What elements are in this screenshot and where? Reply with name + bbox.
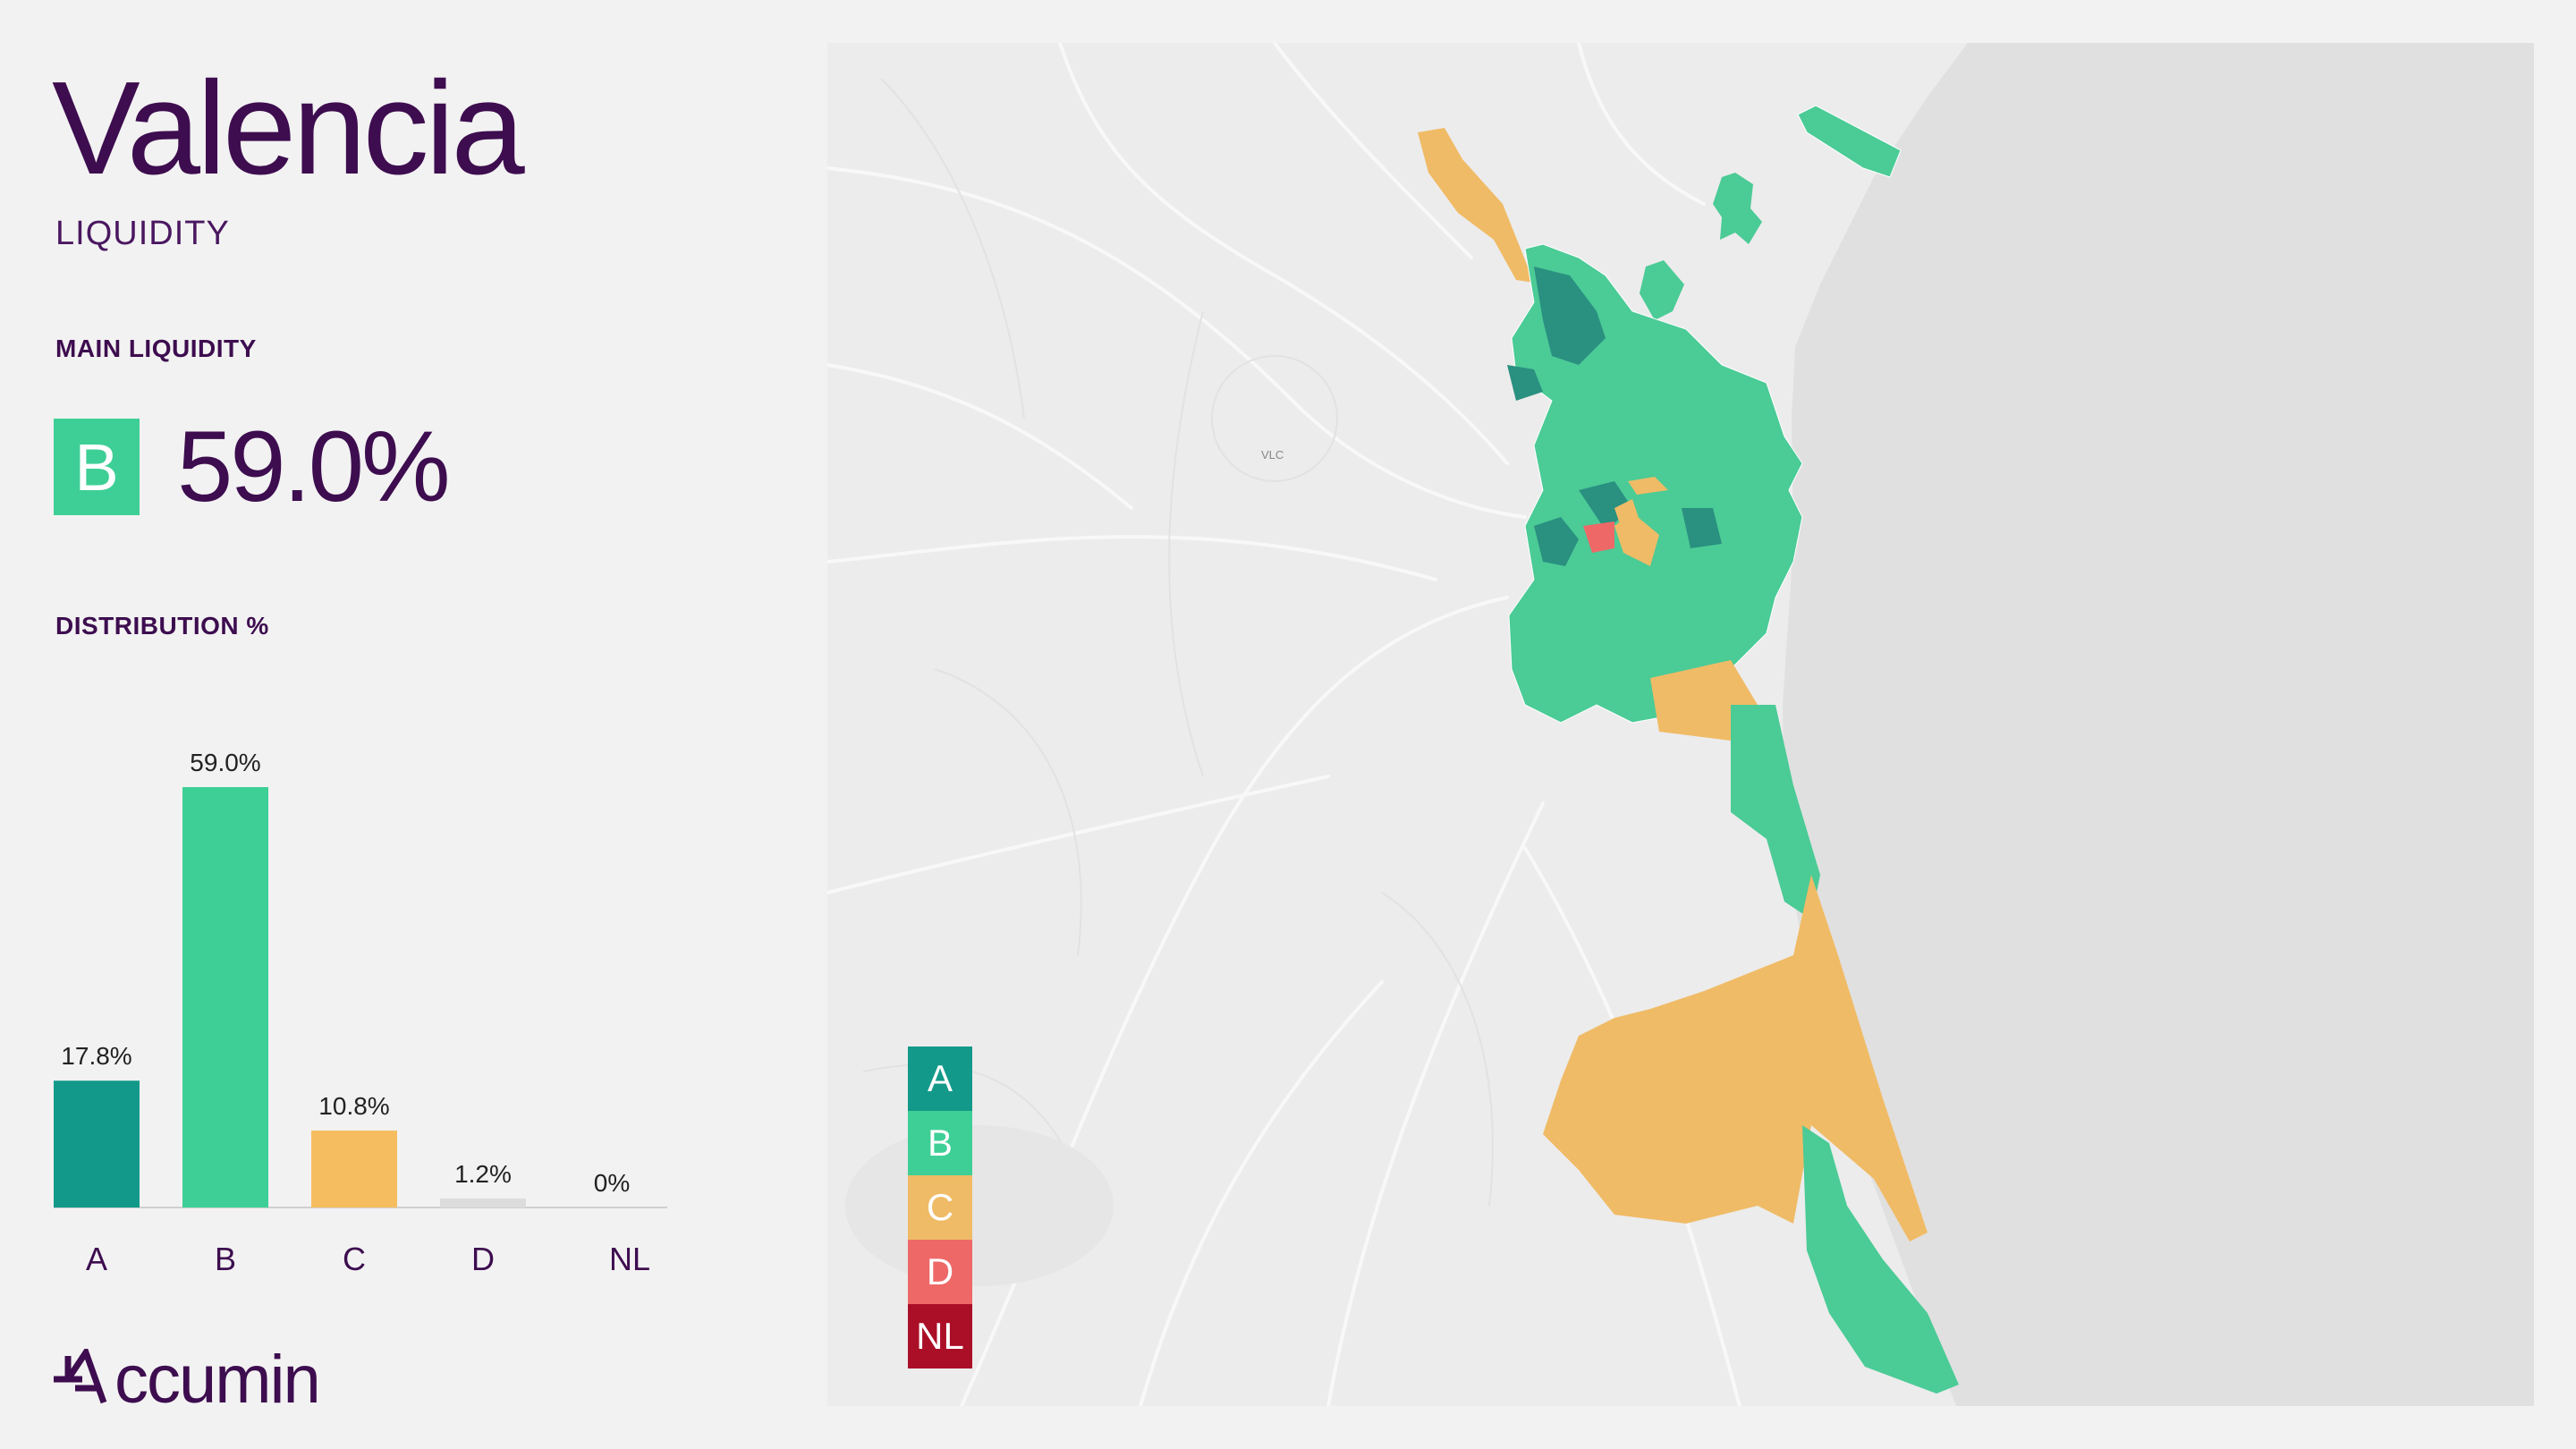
bar-value-label-d: 1.2% bbox=[454, 1160, 512, 1188]
main-liquidity-value: 59.0% bbox=[177, 411, 451, 522]
zone-a-5 bbox=[1682, 508, 1722, 548]
zone-a-2 bbox=[1507, 365, 1543, 401]
bar-d bbox=[440, 1199, 526, 1208]
bar-c bbox=[311, 1130, 397, 1208]
zone-b-south-2 bbox=[1802, 1125, 1959, 1394]
category-label-d: D bbox=[471, 1241, 495, 1277]
bar-value-label-nl: 0% bbox=[594, 1169, 630, 1197]
logo-text: ccumin bbox=[114, 1342, 321, 1418]
zone-c-3 bbox=[1628, 477, 1668, 495]
category-label-a: A bbox=[86, 1241, 107, 1277]
legend-item-d: D bbox=[908, 1240, 972, 1304]
place-label: VLC bbox=[1261, 448, 1284, 462]
page-subtitle: LIQUIDITY bbox=[55, 215, 230, 252]
zone-north-a bbox=[1713, 173, 1762, 244]
accumin-logo: ccumin bbox=[52, 1342, 321, 1418]
category-label-nl: NL bbox=[609, 1241, 650, 1277]
terrain-patch bbox=[845, 1125, 1114, 1286]
bar-a bbox=[54, 1080, 140, 1208]
zone-a-1 bbox=[1534, 267, 1606, 365]
map-canvas: VLC bbox=[827, 43, 2534, 1406]
category-label-c: C bbox=[343, 1241, 366, 1277]
bar-value-label-b: 59.0% bbox=[190, 749, 260, 776]
zone-north-b bbox=[1640, 260, 1684, 320]
city-title: Valencia bbox=[52, 55, 525, 202]
map-legend: A B C D NL bbox=[908, 1046, 972, 1368]
zone-b-south-1 bbox=[1731, 705, 1820, 919]
bar-b bbox=[182, 787, 268, 1208]
sea bbox=[1783, 43, 2534, 1406]
zone-c-south-2 bbox=[1543, 875, 1928, 1241]
main-liquidity-label: MAIN LIQUIDITY bbox=[55, 335, 257, 362]
accumin-logo-mark bbox=[54, 1349, 107, 1404]
distribution-chart: 17.8% A 59.0% B 10.8% C 1.2% D 0% NL bbox=[54, 749, 667, 1277]
zone-north-coast bbox=[1797, 105, 1902, 178]
info-panel: Valencia LIQUIDITY MAIN LIQUIDITY B 59.0… bbox=[0, 0, 805, 1449]
bar-value-label-c: 10.8% bbox=[318, 1092, 389, 1120]
distribution-label: DISTRIBUTION % bbox=[55, 612, 269, 640]
legend-item-b: B bbox=[908, 1111, 972, 1175]
main-grade-badge: B bbox=[54, 419, 140, 515]
zone-a-3 bbox=[1534, 517, 1579, 566]
category-label-b: B bbox=[215, 1241, 236, 1277]
zone-c-2 bbox=[1614, 513, 1659, 566]
zone-north-c bbox=[1418, 128, 1534, 283]
legend-item-c: C bbox=[908, 1175, 972, 1240]
legend-item-a: A bbox=[908, 1046, 972, 1111]
map[interactable]: VLC bbox=[827, 43, 2534, 1406]
zone-d-1 bbox=[1583, 521, 1614, 553]
bar-value-label-a: 17.8% bbox=[61, 1042, 131, 1070]
legend-item-nl: NL bbox=[908, 1304, 972, 1368]
